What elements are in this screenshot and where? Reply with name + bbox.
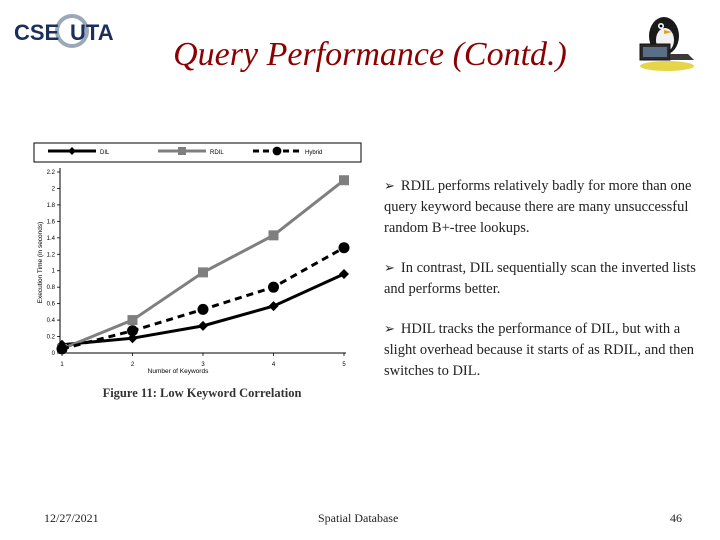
bullet-item: ➢ In contrast, DIL sequentially scan the …	[384, 258, 704, 300]
data-point-hybrid	[268, 281, 279, 293]
y-tick-label: 1.2	[47, 252, 56, 258]
bullet-text: RDIL performs relatively badly for more …	[384, 178, 692, 236]
legend-marker-dil	[68, 147, 76, 155]
x-tick-label: 1	[60, 362, 64, 368]
data-point-hybrid	[127, 325, 138, 337]
footer-title: Spatial Database	[318, 511, 399, 525]
footer-date: 12/27/2021	[44, 511, 99, 525]
arrow-bullet-icon: ➢	[384, 322, 395, 337]
data-point-hybrid	[338, 242, 350, 254]
bullet-item: ➢ RDIL performs relatively badly for more…	[384, 176, 704, 239]
legend-label-hybrid: Hybrid	[305, 150, 322, 156]
y-tick-label: 1.8	[47, 203, 56, 209]
y-tick-label: 0.6	[47, 302, 56, 308]
arrow-bullet-icon: ➢	[384, 261, 395, 276]
y-tick-label: 0.2	[47, 335, 56, 341]
y-tick-label: 1.4	[47, 236, 56, 242]
penguin-laptop-icon	[636, 10, 698, 72]
page-title: Query Performance (Contd.)	[173, 36, 567, 73]
data-point-rdil	[268, 230, 279, 241]
page-number: 46	[670, 511, 682, 525]
arrow-bullet-icon: ➢	[384, 179, 395, 194]
x-tick-label: 2	[131, 362, 135, 368]
legend-marker-rdil	[178, 147, 186, 155]
data-point-hybrid	[56, 343, 68, 355]
data-point-dil	[127, 333, 138, 344]
data-point-hybrid	[197, 303, 209, 315]
y-tick-label: 1.6	[47, 219, 56, 225]
data-point-rdil	[339, 175, 349, 186]
x-tick-label: 5	[342, 362, 346, 368]
y-tick-label: 0.4	[47, 318, 56, 324]
data-point-dil	[268, 301, 279, 312]
data-point-dil	[198, 320, 208, 331]
bullet-item: ➢ HDIL tracks the performance of DIL, but…	[384, 319, 704, 382]
logo-graphic: CSE UTA	[14, 14, 114, 48]
y-tick-label: 2	[52, 186, 56, 192]
series-line-hybrid	[61, 246, 345, 351]
y-tick-label: 1	[52, 269, 56, 275]
bullet-list: ➢ RDIL performs relatively badly for more…	[384, 176, 704, 401]
legend-label-rdil: RDIL	[210, 150, 224, 156]
x-axis-label: Number of Keywords	[148, 368, 209, 375]
bullet-text: HDIL tracks the performance of DIL, but …	[384, 321, 695, 379]
legend-label-dil: DIL	[100, 150, 110, 156]
chart-caption: Figure 11: Low Keyword Correlation	[103, 386, 302, 400]
y-tick-label: 0.8	[47, 285, 56, 291]
x-tick-label: 4	[272, 362, 276, 368]
cse-uta-logo: CSE UTA	[12, 12, 122, 50]
data-point-rdil	[127, 315, 138, 326]
bullet-text: In contrast, DIL sequentially scan the i…	[384, 260, 696, 297]
data-point-rdil	[198, 267, 208, 278]
data-point-dil	[339, 269, 349, 280]
legend-marker-hybrid	[272, 146, 282, 156]
logo-text-uta: UTA	[70, 20, 114, 45]
chart-svg: DIL RDIL Hybrid 0 0.2 0.4 0.6 0.8 1 1.2 1.4 1.6 1.8 2…	[33, 142, 362, 400]
performance-chart: DIL RDIL Hybrid 0 0.2 0.4 0.6 0.8 1 1.2 1.4 1.6 1.8 2…	[30, 140, 365, 410]
y-axis-label: Execution Time (in seconds)	[37, 222, 44, 304]
y-tick-label: 0	[52, 351, 56, 357]
y-tick-label: 2.2	[47, 170, 56, 176]
logo-text-cse: CSE	[14, 20, 59, 45]
x-tick-label: 3	[201, 362, 205, 368]
